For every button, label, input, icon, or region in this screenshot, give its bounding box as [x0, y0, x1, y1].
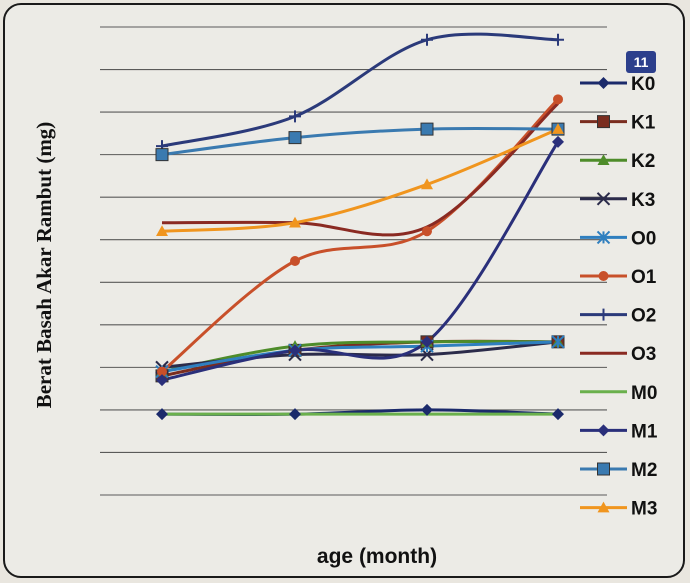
point-m3-1 [156, 225, 168, 237]
series-line-m2 [161, 126, 559, 157]
series-markers [155, 33, 565, 421]
legend-item-o1: O1 [580, 267, 657, 288]
series-line-o2 [161, 32, 559, 148]
legend-marker-k2 [597, 154, 610, 165]
legend-item-m3: M3 [580, 499, 657, 520]
point-k0-4 [552, 408, 564, 421]
series-line-k2 [161, 340, 559, 374]
point-o2-2 [289, 110, 301, 123]
legend-label-m3: M3 [631, 499, 657, 520]
legend-label-m0: M0 [631, 383, 657, 404]
legend-marker-m3 [597, 501, 610, 513]
point-o1-4 [553, 94, 563, 105]
point-m2-2 [288, 131, 302, 145]
legend-label-m2: M2 [631, 460, 657, 481]
legend-marker-m1 [597, 424, 610, 437]
legend-marker-o0 [596, 230, 611, 245]
legend-item-m0: M0 [580, 383, 657, 404]
legend-item-k2: K2 [580, 151, 655, 172]
point-m3-4 [552, 123, 564, 134]
legend-label-k0: K0 [631, 74, 655, 95]
legend-marker-o2 [597, 308, 610, 321]
legend-label-k2: K2 [631, 151, 655, 172]
legend-label-o1: O1 [631, 267, 657, 288]
point-m1-4 [552, 135, 564, 148]
point-m1-2 [289, 344, 301, 357]
point-k0-2 [289, 408, 301, 421]
legend-marker-k1 [597, 115, 610, 129]
x-axis-label: age (month) [317, 545, 437, 568]
y-axis-label: Berat Basah Akar Rambut (mg) [32, 122, 56, 409]
point-o2-3 [421, 33, 433, 46]
legend-item-o0: O0 [580, 228, 656, 249]
point-k0-1 [156, 408, 168, 421]
legend: K0 K1 K2 K3 O0 O1 O2 O3 M0 M1 M2 M3 [580, 74, 658, 520]
series-lines [161, 32, 560, 416]
point-m2-1 [155, 148, 169, 162]
legend-label-k1: K1 [631, 113, 656, 134]
point-m1-1 [156, 374, 168, 387]
legend-marker-m2 [597, 462, 610, 476]
point-o2-4 [552, 33, 564, 46]
line-chart: K0 K1 K2 K3 O0 O1 O2 O3 M0 M1 M2 M3 age (month) Ber… [32, 26, 658, 568]
series-line-o3 [161, 102, 560, 237]
legend-item-k3: K3 [580, 190, 655, 211]
page-number-badge: 11 [626, 51, 656, 73]
chart-frame: K0 K1 K2 K3 O0 O1 O2 O3 M0 M1 M2 M3 age (month) Ber… [3, 3, 685, 578]
legend-item-m1: M1 [580, 421, 658, 442]
legend-label-k3: K3 [631, 190, 655, 211]
legend-marker-k3 [596, 192, 611, 206]
series-line-m3 [161, 127, 559, 233]
point-o0-4 [551, 335, 565, 349]
point-k0-3 [421, 403, 433, 416]
legend-label-o2: O2 [631, 306, 656, 327]
legend-item-m2: M2 [580, 460, 657, 481]
point-m3-2 [289, 216, 301, 228]
legend-marker-k0 [597, 77, 610, 89]
gridlines [100, 26, 607, 496]
legend-label-o3: O3 [631, 344, 656, 365]
legend-item-o2: O2 [580, 306, 656, 327]
legend-item-o3: O3 [580, 344, 656, 365]
legend-item-k1: K1 [580, 113, 656, 134]
point-m1-3 [421, 335, 433, 348]
point-m2-3 [420, 122, 434, 136]
legend-marker-o1 [598, 271, 609, 281]
legend-item-k0: K0 [580, 74, 655, 95]
series-line-o1 [161, 98, 560, 373]
legend-label-m1: M1 [631, 421, 658, 442]
point-o1-1 [157, 366, 167, 377]
legend-label-o0: O0 [631, 228, 656, 249]
point-o1-3 [422, 226, 432, 237]
point-o1-2 [290, 256, 300, 266]
series-line-m1 [161, 141, 560, 382]
point-m3-3 [421, 178, 433, 190]
series-line-o0 [161, 340, 559, 374]
